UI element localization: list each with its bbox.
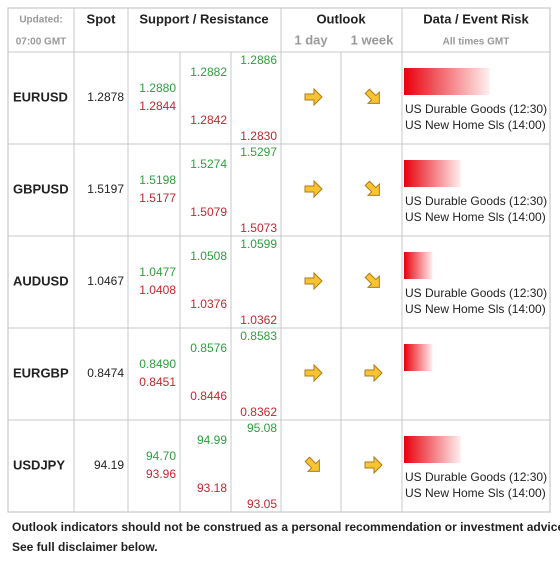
updated-time: 07:00 GMT [16,37,67,48]
outlook-arrow [364,88,380,104]
pair: EURUSD [13,89,68,104]
disclaimer: Outlook indicators should not be constru… [12,520,560,534]
risk-bar [404,160,461,187]
resistance: 1.5274 [190,157,227,171]
support: 1.0362 [240,313,277,327]
risk-bar [404,68,490,95]
resistance: 1.0599 [240,237,277,251]
risk-bar [404,252,433,279]
resistance: 1.5198 [139,173,176,187]
outlook-arrow [364,180,380,196]
arrow-shape [364,180,380,196]
updated-label: Updated: [19,15,62,26]
outlook-arrow [304,179,323,199]
risk-bar [404,436,461,463]
spot: 0.8474 [87,366,124,380]
event: US Durable Goods (12:30) [405,286,547,300]
spot: 1.0467 [87,274,124,288]
support: 0.8451 [139,375,176,389]
spot-header: Spot [87,11,117,26]
arrow-shape [364,272,380,288]
pair: AUDUSD [13,273,69,288]
support: 93.05 [247,497,277,511]
outlook-arrow [304,363,323,383]
support: 1.0408 [139,283,176,297]
pair: USDJPY [13,457,65,472]
arrow-shape [364,455,383,475]
event: US Durable Goods (12:30) [405,194,547,208]
arrow-shape [304,363,323,383]
support: 0.8362 [240,405,277,419]
spot: 1.2878 [87,90,124,104]
resistance: 0.8576 [190,341,227,355]
outlook-arrow [304,271,323,291]
arrow-shape [304,271,323,291]
risk-header: Data / Event Risk [423,11,529,26]
support: 1.0376 [190,297,227,311]
event: US New Home Sls (14:00) [405,118,546,132]
resistance: 0.8490 [139,357,176,371]
day-header: 1 day [294,32,328,47]
event: US Durable Goods (12:30) [405,102,547,116]
outlook-arrow [364,272,380,288]
resistance: 1.0477 [139,265,176,279]
resistance: 94.99 [197,433,227,447]
event: US New Home Sls (14:00) [405,302,546,316]
support: 93.96 [146,467,176,481]
arrow-shape [364,88,380,104]
event: US New Home Sls (14:00) [405,486,546,500]
support: 1.5177 [139,191,176,205]
arrow-shape [304,87,323,107]
resistance: 1.2886 [240,53,277,67]
event: US New Home Sls (14:00) [405,210,546,224]
disclaimer: See full disclaimer below. [12,540,158,554]
levels-header: Support / Resistance [139,11,268,26]
arrow-shape [364,363,383,383]
event: US Durable Goods (12:30) [405,470,547,484]
times-note: All times GMT [443,37,510,48]
resistance: 0.8583 [240,329,277,343]
support: 1.2830 [240,129,277,143]
outlook-arrow [304,456,320,472]
arrow-shape [304,456,320,472]
week-header: 1 week [351,32,394,47]
resistance: 1.5297 [240,145,277,159]
arrow-shape [304,179,323,199]
pair: EURGBP [13,365,69,380]
support: 1.2842 [190,113,227,127]
outlook-arrow [364,455,383,475]
resistance: 1.2880 [139,81,176,95]
spot: 1.5197 [87,182,124,196]
outlook-arrow [364,363,383,383]
resistance: 1.2882 [190,65,227,79]
support: 1.5079 [190,205,227,219]
support: 0.8446 [190,389,227,403]
support: 1.2844 [139,99,176,113]
support: 1.5073 [240,221,277,235]
spot: 94.19 [94,458,124,472]
resistance: 1.0508 [190,249,227,263]
resistance: 95.08 [247,421,277,435]
risk-bar [404,344,433,371]
outlook-header: Outlook [316,11,366,26]
outlook-arrow [304,87,323,107]
resistance: 94.70 [146,449,176,463]
support: 93.18 [197,481,227,495]
pair: GBPUSD [13,181,69,196]
